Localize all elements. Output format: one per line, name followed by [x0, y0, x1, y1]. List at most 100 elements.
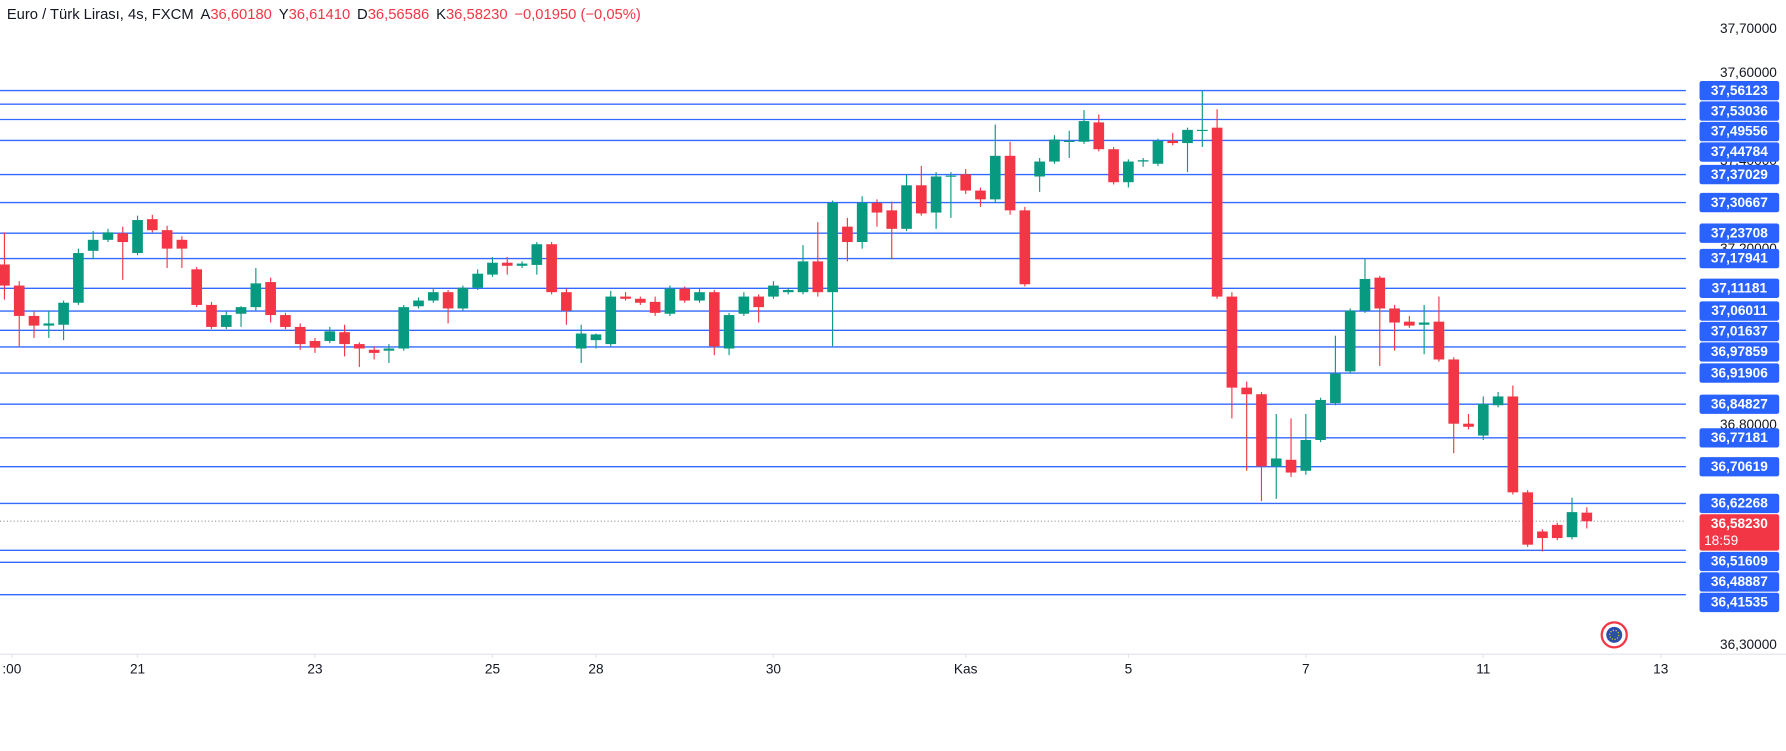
- level-label: 36,62268: [1711, 496, 1768, 511]
- level-label: 36,70619: [1711, 459, 1768, 474]
- x-tick-label: 23: [307, 662, 322, 677]
- countdown: 18:59: [1704, 533, 1738, 548]
- candle-body: [161, 230, 173, 249]
- level-label-box: [1699, 142, 1780, 162]
- candle-body: [1108, 149, 1119, 183]
- level-label-box: [1699, 342, 1780, 362]
- level-label: 36,48887: [1711, 574, 1768, 589]
- flag-icon[interactable]: [1600, 621, 1628, 649]
- level-label: 37,23708: [1711, 225, 1768, 240]
- level-label-box: [1699, 80, 1780, 101]
- level-label-box: [1699, 394, 1780, 414]
- level-label: 36,41535: [1711, 595, 1768, 610]
- candle-body: [1123, 161, 1134, 183]
- candle-body: [235, 307, 247, 314]
- candle-body: [842, 226, 853, 243]
- candle-body: [1196, 129, 1208, 132]
- candle-body: [472, 273, 483, 288]
- candle-body: [1034, 161, 1045, 177]
- level-label: 36,91906: [1711, 365, 1768, 380]
- candle-body: [975, 190, 986, 200]
- x-tick-label: :00: [2, 662, 21, 677]
- flag-icon-core: [1606, 626, 1623, 643]
- level-label: 37,11181: [1712, 280, 1768, 295]
- candle-body: [102, 232, 114, 240]
- candle-body: [1270, 458, 1282, 467]
- x-tick-label: 30: [766, 662, 782, 677]
- candle-body: [664, 288, 676, 314]
- candle-body: [1537, 531, 1548, 539]
- level-label-box: [1699, 121, 1780, 142]
- candle-body: [294, 326, 306, 345]
- level-layer: [0, 89, 1686, 596]
- candle-body: [1463, 423, 1474, 427]
- level-label: 37,30667: [1711, 195, 1768, 210]
- candle-body: [413, 300, 424, 307]
- ohlc-key: D: [357, 7, 368, 23]
- candle-body: [1004, 155, 1016, 211]
- last-price-label: 36,58230: [1711, 516, 1768, 531]
- candle-body: [708, 292, 720, 347]
- candle-body: [368, 349, 380, 353]
- candle-body: [1374, 277, 1386, 309]
- ohlc-key: A: [200, 7, 210, 23]
- candle-body: [649, 301, 661, 313]
- last-price-box: [1699, 514, 1780, 551]
- candle-body: [945, 175, 957, 177]
- ohlc-key: K: [436, 7, 446, 23]
- candle-body: [561, 292, 572, 311]
- candle-body: [1226, 296, 1238, 388]
- level-label-box: [1699, 363, 1780, 383]
- candle-body: [1418, 322, 1430, 325]
- candle-body: [1522, 492, 1533, 545]
- level-label-box: [1699, 321, 1780, 342]
- level-label-box: [1699, 592, 1780, 613]
- candle-body: [620, 296, 631, 299]
- x-tick-label: 21: [130, 662, 145, 677]
- candle-body: [1182, 129, 1193, 144]
- candle-body: [1211, 127, 1223, 297]
- candle-body: [1137, 160, 1149, 162]
- candle-body: [605, 296, 617, 345]
- candle-body: [1300, 439, 1312, 471]
- candle-body: [590, 334, 602, 341]
- candle-body: [1404, 321, 1415, 326]
- candle-body: [176, 239, 188, 249]
- candle-body: [58, 302, 69, 325]
- level-label: 37,53036: [1711, 103, 1768, 118]
- candle-body: [871, 202, 883, 213]
- label-layer: 37,56123 37,53036 37,49556 37,44784 37,37029…: [1699, 80, 1780, 613]
- header: Euro / Türk Lirası, 4s, FXCM A36,60180 Y36…: [7, 7, 641, 23]
- level-label: 37,37029: [1711, 167, 1768, 182]
- candle-body: [220, 315, 232, 327]
- candle-body: [354, 344, 365, 349]
- level-label: 36,51609: [1711, 554, 1768, 569]
- candle-body: [1389, 308, 1400, 323]
- level-label-box: [1699, 457, 1780, 477]
- change: −0,01950 (−0,05%): [514, 7, 640, 23]
- level-label: 37,44784: [1711, 144, 1768, 159]
- candle-body: [635, 298, 646, 303]
- candle-body: [812, 261, 824, 293]
- y-tick-label: 36,30000: [1720, 637, 1777, 652]
- candle-body: [28, 315, 40, 326]
- candle-body: [457, 287, 469, 309]
- level-label-box: [1699, 551, 1780, 572]
- candle-body: [1344, 310, 1356, 372]
- level-label-box: [1699, 248, 1780, 269]
- candle-body: [1241, 387, 1252, 395]
- candle-body: [487, 262, 498, 275]
- candle-body: [827, 202, 838, 293]
- candle-body: [1315, 399, 1326, 440]
- ohlc-value: 36,56586: [368, 7, 430, 23]
- candle-body: [1551, 524, 1563, 539]
- candle-body: [901, 185, 912, 229]
- candle-body: [280, 315, 291, 327]
- candle-body: [1285, 459, 1297, 473]
- candle-body: [1359, 278, 1371, 311]
- candle-body: [427, 292, 439, 301]
- level-label: 37,01637: [1711, 324, 1768, 339]
- level-label-box: [1699, 192, 1780, 213]
- candle-body: [1507, 396, 1519, 493]
